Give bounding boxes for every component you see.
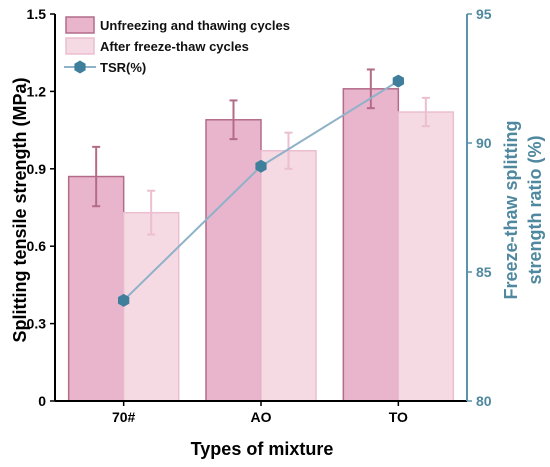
bar-unfreezing xyxy=(205,119,262,402)
y-tick-label: 0 xyxy=(38,393,46,409)
y-tick-label: 1.2 xyxy=(27,83,47,99)
legend-label-after-freeze-thaw: After freeze-thaw cycles xyxy=(100,39,249,54)
legend-marker-tsr xyxy=(74,60,86,74)
bar-unfreezing xyxy=(342,88,400,402)
bar-unfreezing xyxy=(67,175,125,402)
bar-after-freeze-thaw xyxy=(122,211,180,402)
tsr-point xyxy=(255,159,267,173)
plot-area xyxy=(67,68,455,402)
x-axis-title: Types of mixture xyxy=(191,439,334,459)
legend: Unfreezing and thawing cycles After free… xyxy=(64,16,290,75)
y2-tick-label: 85 xyxy=(476,264,492,280)
y-tick-label: 0.3 xyxy=(27,316,47,332)
y2-axis-title-line2: strength ratio (%) xyxy=(525,135,545,284)
legend-swatch-after-freeze-thaw xyxy=(65,37,95,55)
x-tick-label: AO xyxy=(251,409,272,425)
y2-axis-title-line1: Freeze-thaw splitting xyxy=(501,120,521,299)
legend-swatch-unfreezing xyxy=(65,16,95,34)
y-tick-label: 0.9 xyxy=(27,161,47,177)
legend-label-tsr: TSR(%) xyxy=(100,60,146,75)
y2-tick-label: 90 xyxy=(476,135,492,151)
x-tick-label: 70# xyxy=(112,409,136,425)
tsr-point xyxy=(392,74,404,88)
y-axis-title: Splitting tensile strength (MPa) xyxy=(10,77,30,342)
tsr-point xyxy=(118,293,130,307)
legend-label-unfreezing: Unfreezing and thawing cycles xyxy=(100,18,290,33)
y2-tick-label: 80 xyxy=(476,393,492,409)
axes: 0 0.3 0.6 0.9 1.2 1.5 80 85 90 95 70# AO TO xyxy=(27,6,492,425)
y-tick-label: 1.5 xyxy=(27,6,47,22)
x-tick-label: TO xyxy=(389,409,408,425)
bar-after-freeze-thaw xyxy=(260,149,317,402)
y2-tick-label: 95 xyxy=(476,6,492,22)
bar-after-freeze-thaw xyxy=(397,111,455,402)
y-tick-label: 0.6 xyxy=(27,238,47,254)
